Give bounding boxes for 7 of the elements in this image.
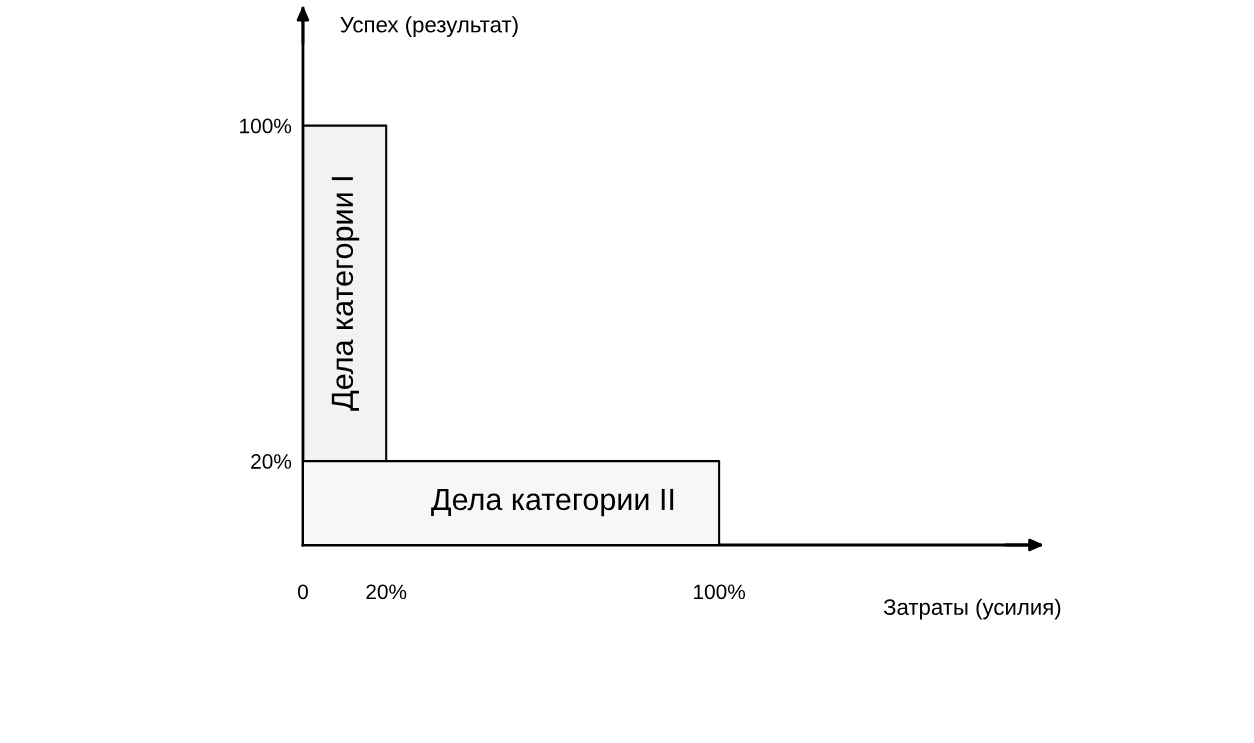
y-axis-title: Успех (результат) (340, 16, 518, 37)
x-tick-label: 100% (694, 584, 746, 600)
x-tick-label: 0 (297, 584, 308, 600)
annotation: Дела категории I (331, 177, 360, 411)
x-axis-title: Затраты (усилия) (883, 598, 1061, 620)
x-tick-label: 20% (366, 584, 407, 600)
annotation: Дела категории II (431, 488, 674, 517)
